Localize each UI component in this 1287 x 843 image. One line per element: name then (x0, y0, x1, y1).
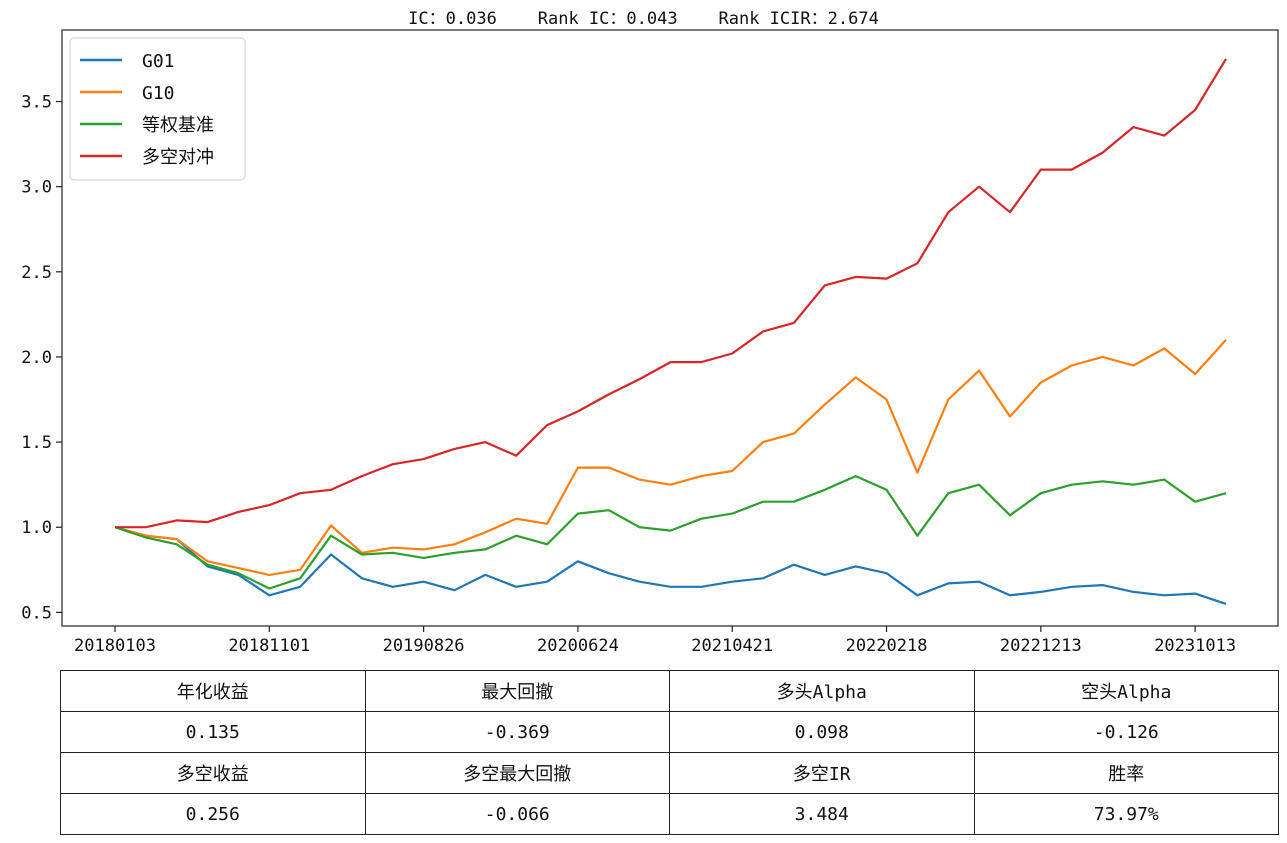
stats-header-cell: 多空IR (669, 752, 975, 794)
legend-label: 多空对冲 (142, 147, 214, 168)
stats-header-cell: 多头Alpha (669, 670, 975, 712)
x-tick-label: 20221213 (1000, 636, 1082, 656)
x-tick-label: 20210421 (691, 636, 773, 656)
stats-header-cell: 多空最大回撤 (364, 752, 670, 794)
plot-frame (61, 29, 1279, 627)
y-tick-label: 1.5 (21, 433, 52, 453)
legend-label: 等权基准 (142, 115, 214, 136)
stats-header-cell: 最大回撤 (364, 670, 670, 712)
stats-value-cell: -0.369 (364, 711, 670, 753)
line-chart: 0.51.01.52.02.53.03.5 20180103 20181101 20… (21, 29, 1279, 656)
series-line-3 (115, 58, 1227, 529)
y-tick-label: 1.0 (21, 518, 52, 538)
y-tick-label: 2.5 (21, 263, 52, 283)
x-tick-label: 20180103 (74, 636, 156, 656)
legend-label: G01 (142, 51, 175, 72)
x-tick-label: 20231013 (1154, 636, 1236, 656)
series-line-1 (114, 339, 1227, 577)
stats-header-cell: 年化收益 (60, 670, 366, 712)
series-line-2 (114, 475, 1227, 590)
stats-value-row: 0.135 -0.369 0.098 -0.126 (60, 711, 1279, 753)
stats-header-row: 多空收益 多空最大回撤 多空IR 胜率 (60, 752, 1279, 794)
x-tick-label: 20181101 (228, 636, 310, 656)
series-line-0 (114, 526, 1227, 605)
stats-header-row: 年化收益 最大回撤 多头Alpha 空头Alpha (60, 670, 1279, 712)
stats-value-cell: -0.126 (973, 711, 1279, 753)
chart-title: IC：0.036 Rank IC：0.043 Rank ICIR：2.674 (408, 9, 879, 29)
y-tick-label: 3.5 (21, 93, 52, 113)
x-axis: 20180103 20181101 20190826 20200624 20210421… (74, 626, 1236, 656)
series-layer (114, 58, 1227, 605)
y-tick-label: 0.5 (21, 603, 52, 623)
stats-value-cell: 0.098 (669, 711, 975, 753)
stats-header-cell: 胜率 (973, 752, 1279, 794)
legend-box (69, 37, 246, 181)
stats-value-cell: 0.256 (60, 793, 366, 835)
y-tick-label: 3.0 (21, 178, 52, 198)
legend-label: G10 (142, 83, 175, 104)
y-tick-label: 2.0 (21, 348, 52, 368)
stats-value-row: 0.256 -0.066 3.484 73.97% (60, 793, 1279, 835)
stats-header-cell: 空头Alpha (973, 670, 1279, 712)
stats-value-cell: 3.484 (669, 793, 975, 835)
stats-header-cell: 多空收益 (60, 752, 366, 794)
x-tick-label: 20200624 (537, 636, 619, 656)
stats-value-cell: 73.97% (973, 793, 1279, 835)
stats-value-cell: -0.066 (364, 793, 670, 835)
x-tick-label: 20190826 (383, 636, 465, 656)
x-tick-label: 20220218 (846, 636, 928, 656)
y-axis: 0.5 1.0 1.5 2.0 2.5 3.0 3.5 (21, 93, 62, 623)
stats-table: 年化收益 最大回撤 多头Alpha 空头Alpha 0.135 -0.369 0.098 -0… (60, 670, 1279, 835)
stats-value-cell: 0.135 (60, 711, 366, 753)
